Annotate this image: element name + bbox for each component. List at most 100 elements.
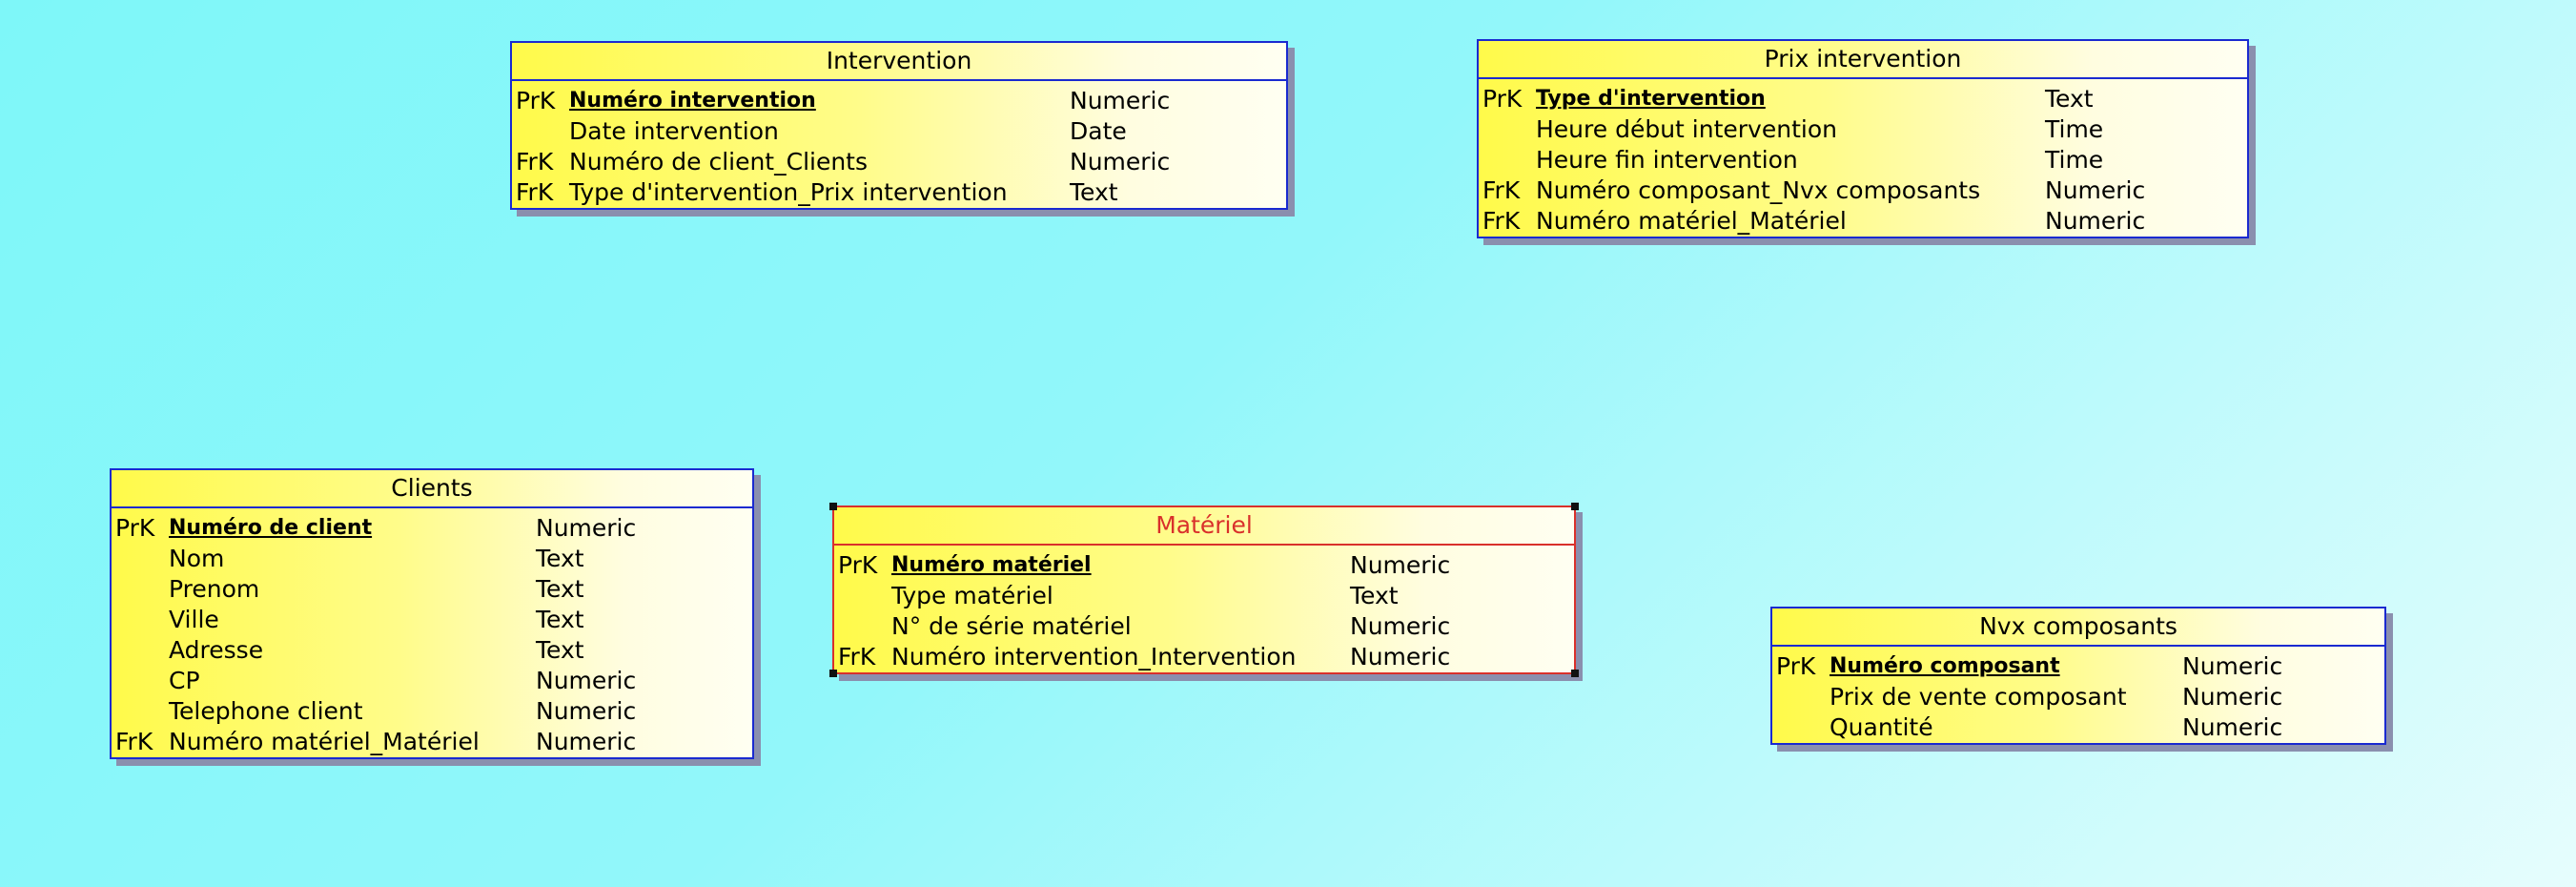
resize-handle[interactable] (829, 670, 837, 677)
primary-key-name: Type d'intervention (1536, 87, 1766, 111)
field-row[interactable]: FrK Numéro intervention_Intervention Numer… (834, 642, 1574, 672)
field-list: PrK Numéro de client Numeric Nom Text Prenom T… (112, 508, 752, 757)
field-row[interactable]: FrK Numéro composant_Nvx composants Numeri… (1479, 175, 2247, 206)
primary-key-name: Numéro intervention (569, 89, 816, 113)
field-type: Text (536, 636, 584, 664)
resize-handle[interactable] (1571, 670, 1579, 677)
field-row[interactable]: Heure début intervention Time (1479, 114, 2247, 145)
key-label: PrK (838, 551, 878, 579)
field-row[interactable]: Prenom Text (112, 574, 752, 605)
field-name: Numéro intervention_Intervention (891, 643, 1297, 670)
key-label: FrK (838, 643, 876, 670)
field-name: Quantité (1830, 713, 1933, 741)
table-prix-intervention[interactable]: Prix intervention PrK Type d'intervention T… (1477, 39, 2249, 238)
table-title[interactable]: Clients (112, 470, 752, 508)
field-type: Text (2045, 85, 2094, 113)
table-title[interactable]: Matériel (834, 507, 1574, 546)
field-type: Numeric (536, 667, 637, 694)
primary-key-name: Numéro composant (1830, 654, 2060, 678)
key-label: PrK (1482, 85, 1523, 113)
primary-key-name: Numéro matériel (891, 553, 1092, 577)
field-row[interactable]: FrK Numéro matériel_Matériel Numeric (112, 727, 752, 757)
key-label: PrK (115, 514, 155, 542)
field-type: Numeric (1350, 612, 1451, 640)
field-row[interactable]: FrK Numéro de client_Clients Numeric (512, 147, 1286, 177)
field-name: Nom (169, 545, 225, 572)
field-row[interactable]: Date intervention Date (512, 116, 1286, 147)
key-label: FrK (1482, 176, 1521, 204)
table-nvx-composants[interactable]: Nvx composants PrK Numéro composant Numeric… (1770, 607, 2386, 745)
field-type: Numeric (2045, 207, 2146, 235)
field-name: Numéro matériel_Matériel (169, 728, 480, 755)
key-label: FrK (115, 728, 153, 755)
field-type: Numeric (2182, 713, 2283, 741)
field-list: PrK Numéro intervention Numeric Date interv… (512, 81, 1286, 208)
field-type: Numeric (1350, 643, 1451, 670)
field-type: Text (1070, 178, 1118, 206)
key-label: PrK (1776, 652, 1816, 680)
field-type: Numeric (536, 514, 637, 542)
field-type: Text (536, 575, 584, 603)
field-row[interactable]: Ville Text (112, 605, 752, 635)
field-type: Text (1350, 582, 1399, 609)
table-title[interactable]: Prix intervention (1479, 41, 2247, 79)
field-name: N° de série matériel (891, 612, 1132, 640)
table-title[interactable]: Intervention (512, 43, 1286, 81)
field-row[interactable]: Type matériel Text (834, 581, 1574, 611)
table-materiel[interactable]: Matériel PrK Numéro matériel Numeric Type ma… (829, 503, 1579, 677)
field-row[interactable]: Nom Text (112, 544, 752, 574)
field-name: Telephone client (169, 697, 363, 725)
field-name: Date intervention (569, 117, 779, 145)
field-type: Date (1070, 117, 1127, 145)
field-type: Numeric (1070, 87, 1171, 114)
field-name: Numéro de client_Clients (569, 148, 869, 175)
field-row[interactable]: N° de série matériel Numeric (834, 611, 1574, 642)
field-row[interactable]: Quantité Numeric (1772, 712, 2384, 743)
field-name: Heure fin intervention (1536, 146, 1798, 174)
field-type: Text (536, 545, 584, 572)
field-type: Numeric (2182, 652, 2283, 680)
field-list: PrK Numéro composant Numeric Prix de vente … (1772, 647, 2384, 743)
field-name: Heure début intervention (1536, 115, 1837, 143)
field-type: Numeric (536, 697, 637, 725)
table-title[interactable]: Nvx composants (1772, 609, 2384, 647)
field-name: Numéro composant_Nvx composants (1536, 176, 1981, 204)
field-name: Type matériel (891, 582, 1053, 609)
field-type: Text (536, 606, 584, 633)
field-list: PrK Type d'intervention Text Heure début in… (1479, 79, 2247, 237)
field-name: Prenom (169, 575, 260, 603)
field-name: Prix de vente composant (1830, 683, 2127, 711)
field-type: Numeric (1350, 551, 1451, 579)
field-type: Numeric (2182, 683, 2283, 711)
field-name: Ville (169, 606, 219, 633)
field-name: Adresse (169, 636, 264, 664)
resize-handle[interactable] (1571, 503, 1579, 510)
field-row[interactable]: FrK Type d'intervention_Prix intervention… (512, 177, 1286, 208)
field-type: Time (2045, 146, 2104, 174)
field-row[interactable]: PrK Type d'intervention Text (1479, 84, 2247, 114)
key-label: PrK (516, 87, 556, 114)
primary-key-name: Numéro de client (169, 516, 373, 540)
field-name: Type d'intervention_Prix intervention (569, 178, 1008, 206)
field-row[interactable]: CP Numeric (112, 666, 752, 696)
field-list: PrK Numéro matériel Numeric Type matériel Te… (834, 546, 1574, 672)
field-row[interactable]: FrK Numéro matériel_Matériel Numeric (1479, 206, 2247, 237)
field-type: Time (2045, 115, 2104, 143)
resize-handle[interactable] (829, 503, 837, 510)
field-name: Numéro matériel_Matériel (1536, 207, 1847, 235)
field-row[interactable]: Prix de vente composant Numeric (1772, 682, 2384, 712)
key-label: FrK (516, 178, 554, 206)
field-type: Numeric (2045, 176, 2146, 204)
key-label: FrK (516, 148, 554, 175)
field-name: CP (169, 667, 200, 694)
field-row[interactable]: PrK Numéro composant Numeric (1772, 651, 2384, 682)
field-row[interactable]: Adresse Text (112, 635, 752, 666)
field-row[interactable]: Heure fin intervention Time (1479, 145, 2247, 175)
field-type: Numeric (536, 728, 637, 755)
table-intervention[interactable]: Intervention PrK Numéro intervention Numeri… (510, 41, 1288, 210)
field-row[interactable]: PrK Numéro matériel Numeric (834, 550, 1574, 581)
field-row[interactable]: PrK Numéro de client Numeric (112, 513, 752, 544)
field-row[interactable]: PrK Numéro intervention Numeric (512, 86, 1286, 116)
table-clients[interactable]: Clients PrK Numéro de client Numeric Nom Text… (110, 468, 754, 759)
field-row[interactable]: Telephone client Numeric (112, 696, 752, 727)
